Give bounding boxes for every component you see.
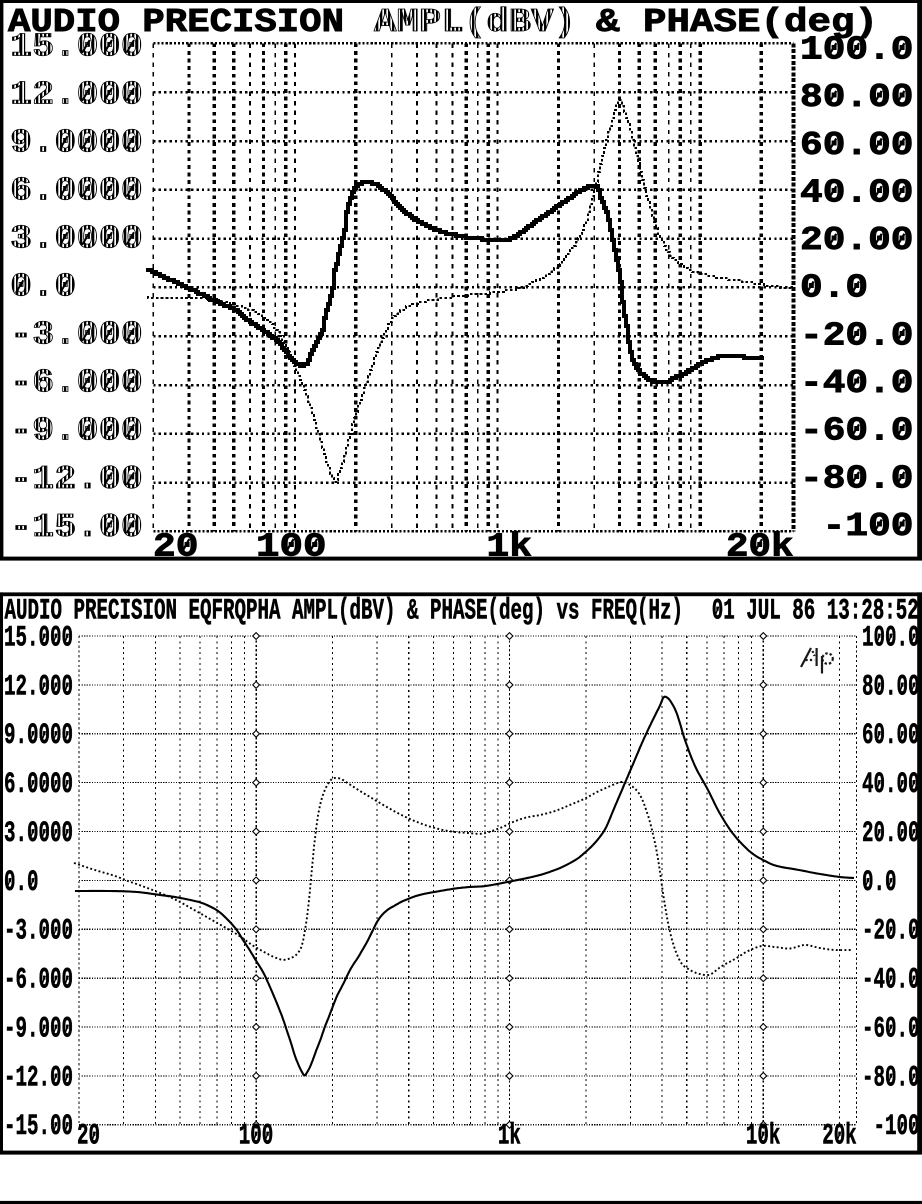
svg-text:-9.000: -9.000 [4, 1012, 73, 1046]
svg-text:20.00: 20.00 [800, 222, 914, 259]
svg-text:6.0000: 6.0000 [10, 172, 143, 209]
svg-text:-15.00: -15.00 [10, 509, 143, 546]
svg-text:20k: 20k [726, 529, 794, 566]
svg-text:60.00: 60.00 [862, 718, 920, 752]
svg-text:1k: 1k [487, 529, 532, 566]
svg-text:& PHASE(deg): & PHASE(deg) [596, 4, 878, 41]
svg-text:01 JUL 86 13:28:52: 01 JUL 86 13:28:52 [712, 594, 919, 628]
svg-text:-9.000: -9.000 [10, 413, 143, 450]
svg-text:-12.00: -12.00 [10, 461, 143, 498]
svg-text:-40.0: -40.0 [800, 365, 914, 402]
svg-text:-100: -100 [874, 1110, 920, 1144]
svg-text:12.000: 12.000 [10, 76, 143, 113]
svg-text:-60.0: -60.0 [800, 413, 914, 450]
svg-text:-80.0: -80.0 [800, 460, 914, 497]
svg-text:1k: 1k [498, 1119, 521, 1153]
svg-text:80.00: 80.00 [862, 670, 920, 704]
svg-text:0.0: 0.0 [800, 270, 868, 307]
svg-text:6.0000: 6.0000 [4, 767, 73, 801]
svg-text:3.0000: 3.0000 [4, 816, 73, 850]
svg-text:20: 20 [77, 1119, 100, 1153]
svg-text:-100: -100 [823, 508, 914, 545]
svg-text:-3.000: -3.000 [10, 317, 143, 354]
svg-text:-12.00: -12.00 [4, 1061, 73, 1095]
svg-text:9.0000: 9.0000 [4, 718, 73, 752]
svg-text:-20.0: -20.0 [800, 317, 914, 354]
svg-text:15.000: 15.000 [10, 28, 143, 65]
svg-text:12.000: 12.000 [4, 670, 73, 704]
svg-text:0.0: 0.0 [10, 269, 76, 306]
svg-text:40.00: 40.00 [862, 767, 920, 801]
svg-text:100.0: 100.0 [800, 32, 914, 69]
svg-text:15.000: 15.000 [4, 621, 73, 655]
svg-text:3.0000: 3.0000 [10, 221, 143, 258]
svg-text:100.0: 100.0 [862, 621, 920, 655]
svg-text:AUDIO PRECISION EQFRQPHA AMPL(: AUDIO PRECISION EQFRQPHA AMPL(dBV) & PHA… [5, 594, 684, 628]
svg-text:40.00: 40.00 [800, 174, 914, 211]
svg-text:20.00: 20.00 [862, 816, 920, 850]
svg-text:100: 100 [256, 529, 327, 566]
svg-text:20: 20 [153, 529, 198, 566]
svg-text:AUDIO PRECISION: AUDIO PRECISION [8, 4, 344, 41]
svg-text:60.00: 60.00 [800, 127, 914, 164]
svg-text:-6.000: -6.000 [10, 365, 143, 402]
svg-text:AMPL(dBV): AMPL(dBV) [374, 4, 576, 41]
svg-text:-15.00: -15.00 [4, 1110, 73, 1144]
svg-text:-3.000: -3.000 [4, 914, 73, 948]
svg-text:80.00: 80.00 [800, 79, 914, 116]
svg-text:9.0000: 9.0000 [10, 124, 143, 161]
svg-text:-6.000: -6.000 [4, 963, 73, 997]
